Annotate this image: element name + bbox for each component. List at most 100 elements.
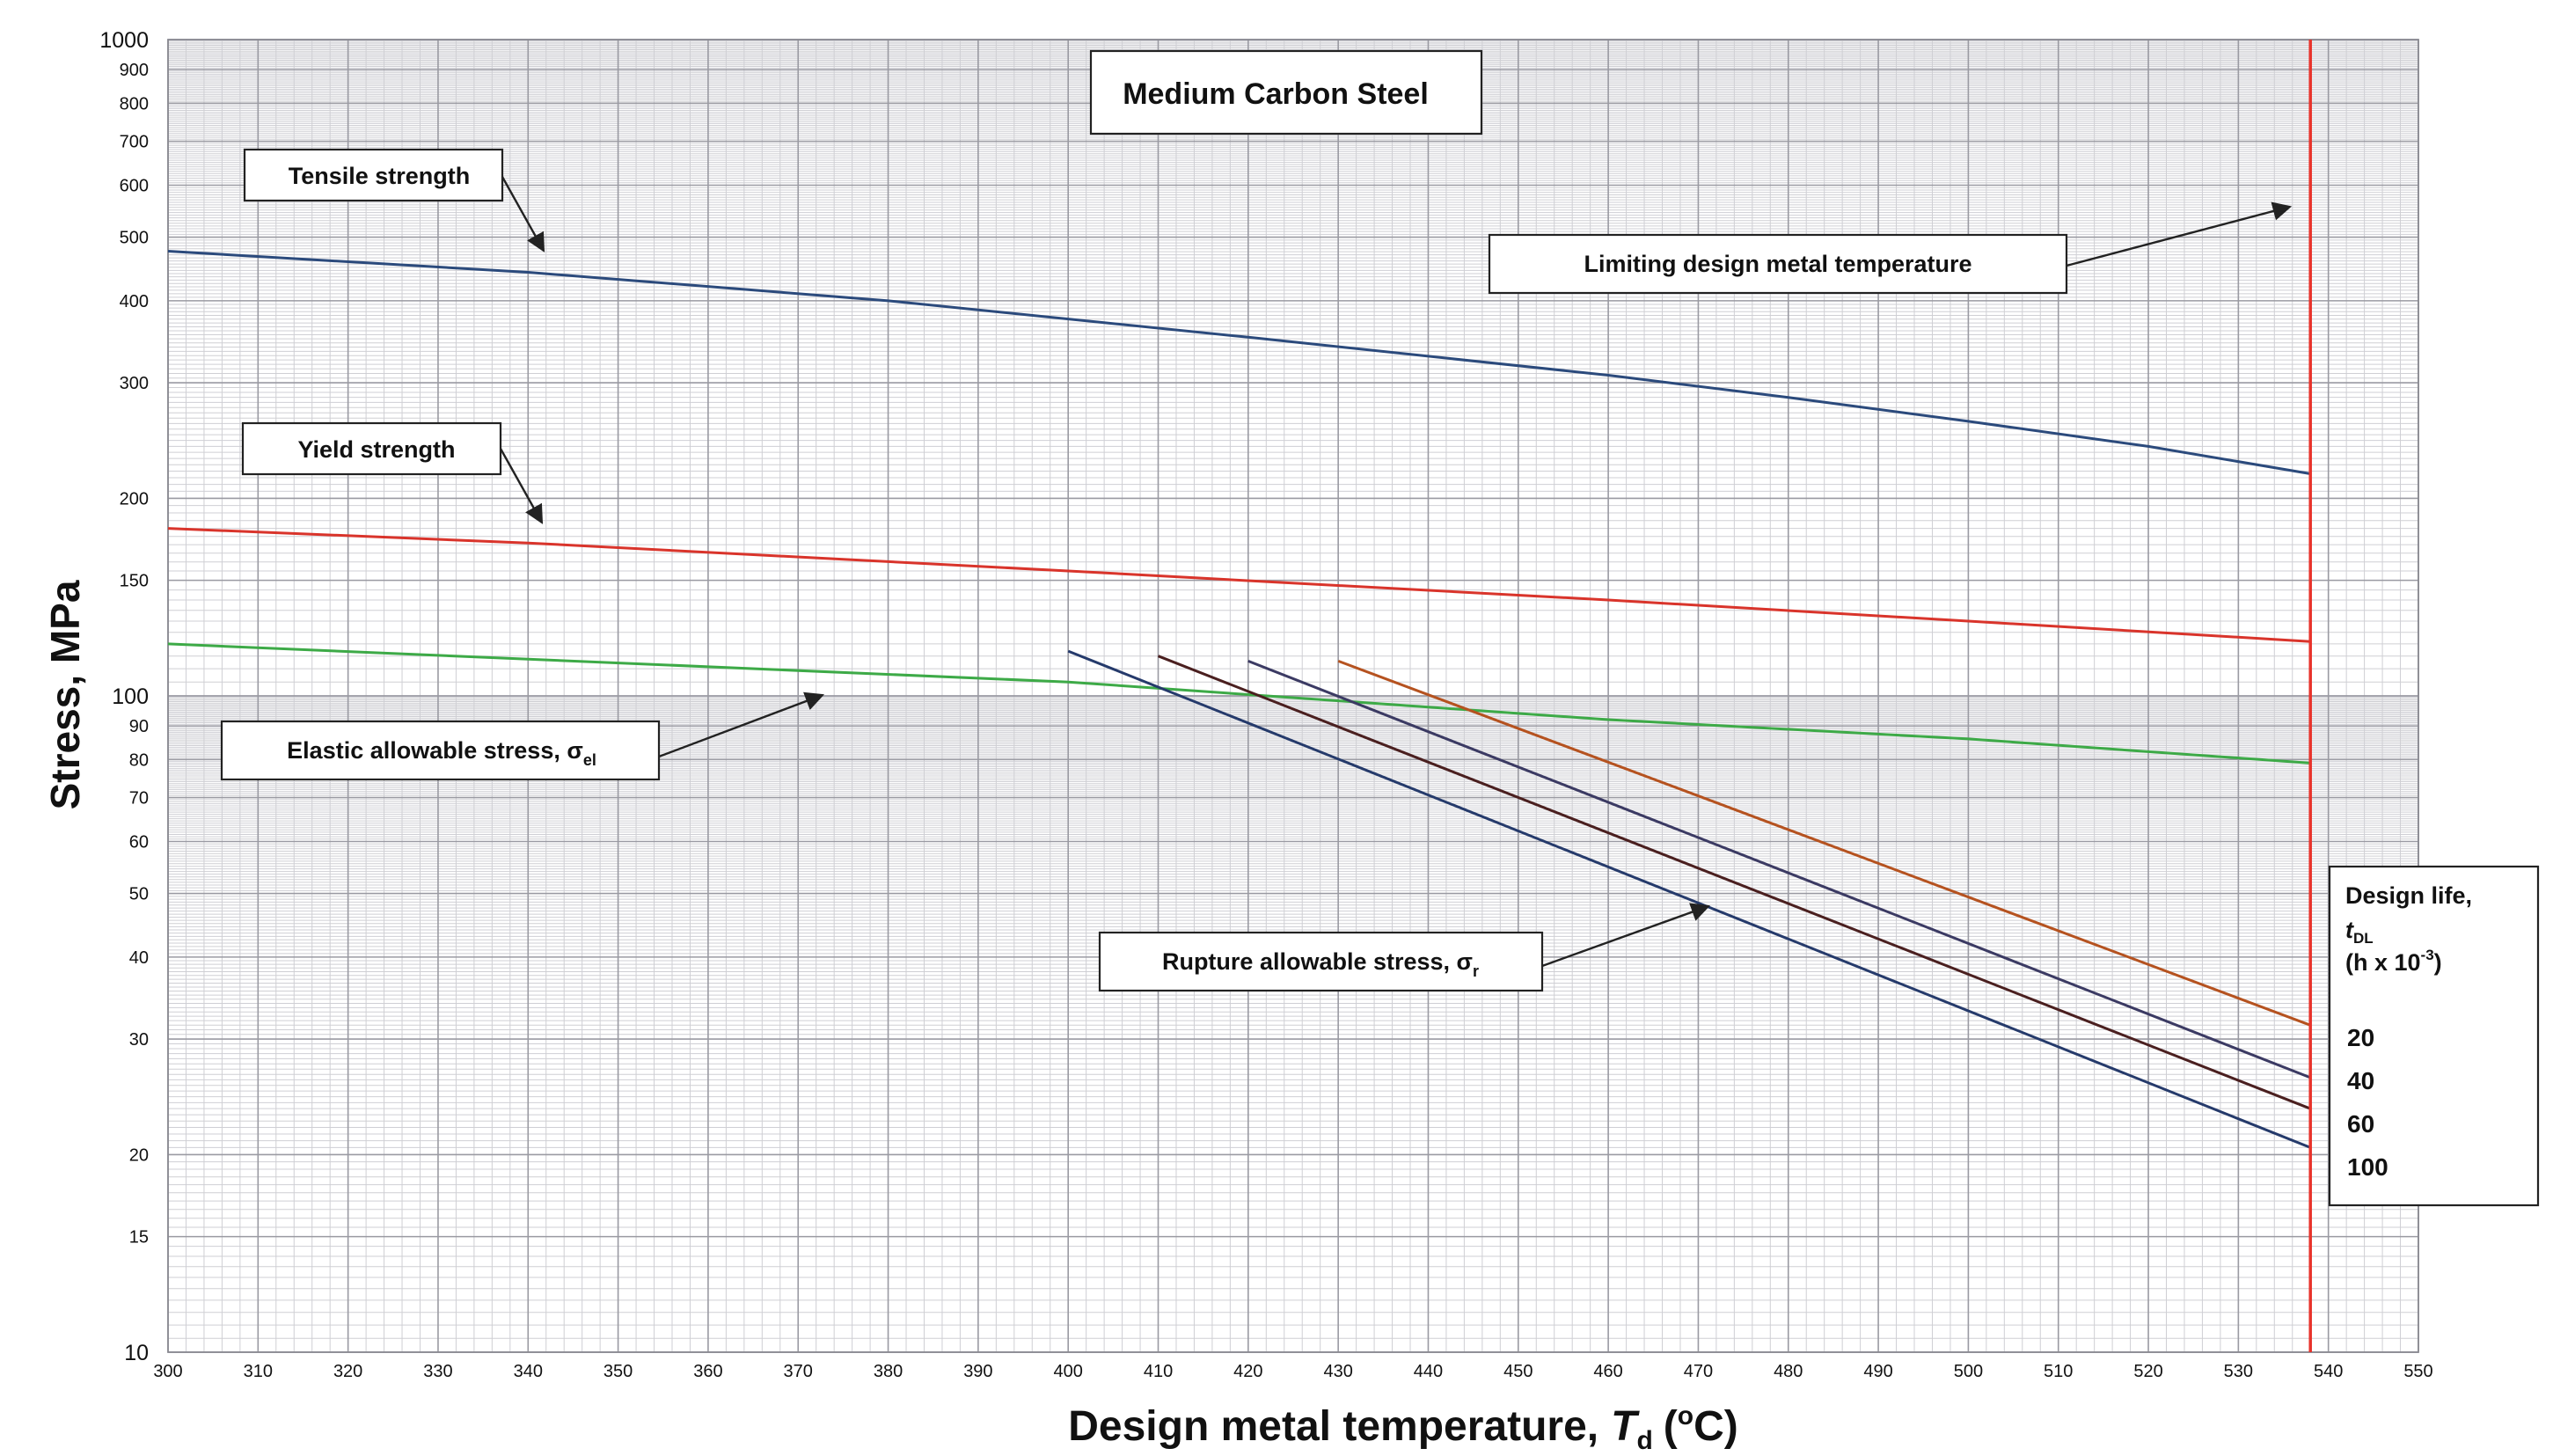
series-line-yield-strength <box>167 527 2311 643</box>
x-tick-label: 440 <box>1414 1362 1443 1381</box>
x-tick-label: 330 <box>423 1362 452 1381</box>
x-tick-label: 400 <box>1054 1362 1083 1381</box>
series-line-rupture-40 <box>1247 660 2311 1079</box>
major-grid <box>167 39 2419 1353</box>
x-tick-label: 380 <box>874 1362 903 1381</box>
y-tick-label: 700 <box>120 133 149 152</box>
legend-title-line1: Design life, <box>2345 882 2472 909</box>
x-tick-label: 420 <box>1233 1362 1262 1381</box>
legend-value-100: 100 <box>2347 1153 2388 1181</box>
x-tick-label: 340 <box>514 1362 543 1381</box>
x-tick-label: 540 <box>2314 1362 2343 1381</box>
x-tick-label: 450 <box>1503 1362 1533 1381</box>
series-line-tensile-strength <box>167 250 2311 475</box>
chart-title: Medium Carbon Steel <box>1123 77 1429 111</box>
y-tick-label: 10 <box>124 1341 149 1365</box>
elastic-arrow <box>658 691 825 758</box>
y-tick-label: 150 <box>120 572 149 591</box>
x-tick-label: 490 <box>1863 1362 1892 1381</box>
x-axis-title-unit-close: C) <box>1693 1403 1738 1450</box>
limiting-label: Limiting design metal temperature <box>1584 251 1971 277</box>
series-line-rupture-20 <box>1337 659 2311 1027</box>
y-tick-label: 800 <box>120 94 149 113</box>
x-tick-label: 530 <box>2224 1362 2253 1381</box>
y-tick-labels: 10 15 20 30 40 50 60 70 80 90 100 150 200 300 400 500 60… <box>99 28 149 1365</box>
yield-label: Yield strength <box>297 436 455 463</box>
limiting-label-box <box>1488 233 2068 295</box>
legend-value-60: 60 <box>2347 1110 2374 1138</box>
legend-title-line3-post: ) <box>2434 949 2442 976</box>
elastic-label-box <box>220 720 661 781</box>
series-layer <box>167 40 2312 1352</box>
tensile-label-box <box>243 148 504 202</box>
annotation-layer: Medium Carbon Steel Tensile strength Yie… <box>220 49 2540 1207</box>
legend-title-symbol-sub: DL <box>2353 930 2374 947</box>
y-tick-label: 20 <box>129 1145 149 1165</box>
x-tick-label: 370 <box>784 1362 813 1381</box>
x-tick-label: 410 <box>1144 1362 1173 1381</box>
y-tick-label: 80 <box>129 750 149 770</box>
x-tick-label: 460 <box>1593 1362 1622 1381</box>
legend-title-line3-pre: (h x 10 <box>2345 949 2421 976</box>
design-life-legend-box <box>2328 865 2540 1207</box>
limiting-arrow <box>2066 201 2293 267</box>
title-box <box>1089 49 1483 135</box>
elastic-label: Elastic allowable stress, σel <box>287 737 596 769</box>
elastic-label-sub: el <box>583 751 596 769</box>
y-tick-label: 90 <box>129 717 149 736</box>
tensile-label: Tensile strength <box>289 163 471 189</box>
rupture-label-box <box>1098 931 1544 992</box>
legend-title-symbol: t <box>2345 917 2354 943</box>
y-tick-label: 900 <box>120 61 149 80</box>
x-tick-label: 310 <box>244 1362 273 1381</box>
x-tick-label: 510 <box>2044 1362 2073 1381</box>
x-tick-labels: 300 310 320 330 340 350 360 370 380 390 400 410 420 4… <box>153 1362 2432 1381</box>
x-tick-label: 360 <box>693 1362 722 1381</box>
x-tick-label: 520 <box>2133 1362 2162 1381</box>
x-axis-title-symbol: T <box>1611 1403 1640 1450</box>
x-axis-title-unit-open: ( <box>1664 1403 1678 1450</box>
y-tick-label: 300 <box>120 374 149 393</box>
yield-label-box <box>241 421 502 476</box>
legend-title-line2: tDL <box>2345 917 2374 947</box>
legend-value-40: 40 <box>2347 1067 2374 1094</box>
y-tick-label: 15 <box>129 1228 149 1247</box>
y-tick-label: 100 <box>112 684 149 709</box>
x-axis-title-symbol-sub: d <box>1636 1426 1652 1455</box>
x-tick-label: 350 <box>604 1362 633 1381</box>
x-axis-title: Design metal temperature, Td (oC) <box>1068 1401 1737 1455</box>
y-tick-label: 500 <box>120 229 149 248</box>
series-line-rupture-100 <box>1067 649 2311 1149</box>
x-tick-label: 320 <box>333 1362 362 1381</box>
y-tick-label: 200 <box>120 489 149 509</box>
rupture-label-sub: r <box>1473 962 1479 980</box>
legend-title-line3-sup: -3 <box>2421 947 2434 963</box>
rupture-label-text: Rupture allowable stress, σ <box>1162 948 1473 975</box>
tensile-arrow <box>501 176 545 252</box>
legend-title-line3: (h x 10-3) <box>2345 947 2442 976</box>
x-tick-label: 550 <box>2403 1362 2432 1381</box>
x-tick-label: 480 <box>1774 1362 1803 1381</box>
yield-arrow <box>499 448 544 524</box>
y-tick-label: 30 <box>129 1030 149 1050</box>
x-axis-title-prefix: Design metal temperature, <box>1068 1403 1598 1450</box>
y-tick-label: 60 <box>129 832 149 852</box>
x-tick-label: 500 <box>1954 1362 1983 1381</box>
x-tick-label: 470 <box>1684 1362 1713 1381</box>
plot-frame <box>167 39 2419 1353</box>
y-tick-label: 600 <box>120 176 149 195</box>
series-line-rupture-60 <box>1157 655 2311 1110</box>
y-tick-label: 40 <box>129 948 149 968</box>
x-tick-label: 390 <box>963 1362 992 1381</box>
y-tick-label: 400 <box>120 292 149 311</box>
y-tick-label: 50 <box>129 885 149 904</box>
y-tick-label: 1000 <box>99 28 149 53</box>
x-axis-title-unit-sup: o <box>1678 1401 1693 1430</box>
rupture-label: Rupture allowable stress, σr <box>1162 948 1479 980</box>
x-tick-label: 430 <box>1323 1362 1352 1381</box>
series-line-elastic-allowable-stress <box>167 642 2311 765</box>
y-tick-label: 70 <box>129 789 149 808</box>
x-tick-label: 300 <box>153 1362 182 1381</box>
elastic-label-text: Elastic allowable stress, σ <box>287 737 583 764</box>
